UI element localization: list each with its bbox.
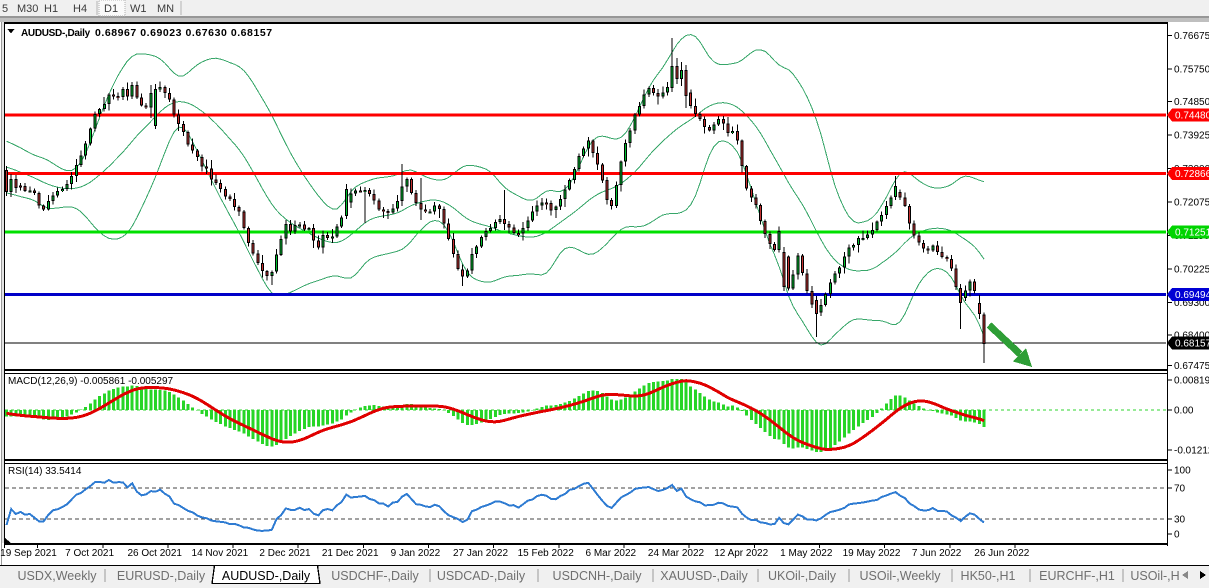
svg-text:UKOil-,Daily: UKOil-,Daily	[768, 569, 837, 583]
svg-text:0.68157: 0.68157	[1175, 339, 1209, 350]
svg-text:AUDUSD-,Daily: AUDUSD-,Daily	[21, 28, 91, 39]
svg-text:27 Jan 2022: 27 Jan 2022	[453, 548, 508, 559]
svg-text:-0.012121: -0.012121	[1174, 446, 1209, 457]
svg-text:0.72075: 0.72075	[1174, 198, 1209, 209]
svg-text:EURCHF-,H1: EURCHF-,H1	[1039, 569, 1115, 583]
svg-text:HK50-,H1: HK50-,H1	[961, 569, 1016, 583]
svg-text:9 Jan 2022: 9 Jan 2022	[391, 548, 441, 559]
svg-text:USDCNH-,Daily: USDCNH-,Daily	[553, 569, 643, 583]
svg-text:USOil-,Weekly: USOil-,Weekly	[859, 569, 941, 583]
svg-text:70: 70	[1174, 484, 1186, 495]
svg-text:0.74850: 0.74850	[1174, 97, 1209, 108]
svg-text:6 Mar 2022: 6 Mar 2022	[586, 548, 637, 559]
svg-text:15 Feb 2022: 15 Feb 2022	[518, 548, 575, 559]
svg-text:0.74480: 0.74480	[1175, 111, 1209, 122]
svg-text:24 Mar 2022: 24 Mar 2022	[648, 548, 705, 559]
svg-text:21 Dec 2021: 21 Dec 2021	[322, 548, 379, 559]
svg-text:14 Nov 2021: 14 Nov 2021	[192, 548, 249, 559]
svg-text:0.72866: 0.72866	[1175, 169, 1209, 180]
svg-text:0.68400: 0.68400	[1174, 331, 1209, 342]
svg-text:EURUSD-,Daily: EURUSD-,Daily	[117, 569, 206, 583]
svg-text:USOil-,H: USOil-,H	[1130, 569, 1179, 583]
svg-text:XAUUSD-,Daily: XAUUSD-,Daily	[660, 569, 748, 583]
svg-text:USDCHF-,Daily: USDCHF-,Daily	[331, 569, 419, 583]
svg-text:26 Oct 2021: 26 Oct 2021	[127, 548, 182, 559]
svg-text:0.75750: 0.75750	[1174, 65, 1209, 76]
svg-text:0.71251: 0.71251	[1175, 228, 1209, 239]
svg-text:H4: H4	[73, 3, 87, 15]
svg-text:MACD(12,26,9) -0.005861 -0.005: MACD(12,26,9) -0.005861 -0.005297	[8, 376, 174, 387]
svg-text:0.67475: 0.67475	[1174, 361, 1209, 372]
svg-text:30: 30	[1174, 515, 1186, 526]
svg-text:5: 5	[2, 3, 8, 15]
svg-text:USDCAD-,Daily: USDCAD-,Daily	[437, 569, 526, 583]
svg-text:19 May 2022: 19 May 2022	[843, 548, 901, 559]
svg-text:0.69494: 0.69494	[1175, 290, 1209, 301]
svg-text:19 Sep 2021: 19 Sep 2021	[0, 548, 57, 559]
svg-text:1 May 2022: 1 May 2022	[780, 548, 833, 559]
svg-text:2 Dec 2021: 2 Dec 2021	[259, 548, 311, 559]
svg-text:7 Jun 2022: 7 Jun 2022	[912, 548, 962, 559]
svg-text:H1: H1	[44, 3, 58, 15]
svg-text:0.69300: 0.69300	[1174, 298, 1209, 309]
svg-text:0.68967 0.69023 0.67630 0.6815: 0.68967 0.69023 0.67630 0.68157	[95, 27, 273, 39]
svg-text:0.73925: 0.73925	[1174, 131, 1209, 142]
svg-text:RSI(14) 33.5414: RSI(14) 33.5414	[8, 466, 82, 477]
svg-text:12 Apr 2022: 12 Apr 2022	[714, 548, 768, 559]
svg-text:AUDUSD-,Daily: AUDUSD-,Daily	[222, 569, 311, 583]
svg-text:0.76675: 0.76675	[1174, 31, 1209, 42]
svg-text:0: 0	[1174, 530, 1180, 541]
svg-text:D1: D1	[104, 3, 118, 15]
svg-text:MN: MN	[157, 3, 174, 15]
svg-text:W1: W1	[130, 3, 147, 15]
svg-text:0.008197: 0.008197	[1174, 376, 1209, 387]
svg-text:0.70225: 0.70225	[1174, 265, 1209, 276]
svg-text:0.00: 0.00	[1174, 406, 1194, 417]
svg-text:7 Oct 2021: 7 Oct 2021	[65, 548, 114, 559]
svg-text:100: 100	[1174, 466, 1191, 477]
svg-text:M30: M30	[17, 3, 38, 15]
svg-text:26 Jun 2022: 26 Jun 2022	[974, 548, 1029, 559]
svg-text:USDX,Weekly: USDX,Weekly	[18, 569, 98, 583]
